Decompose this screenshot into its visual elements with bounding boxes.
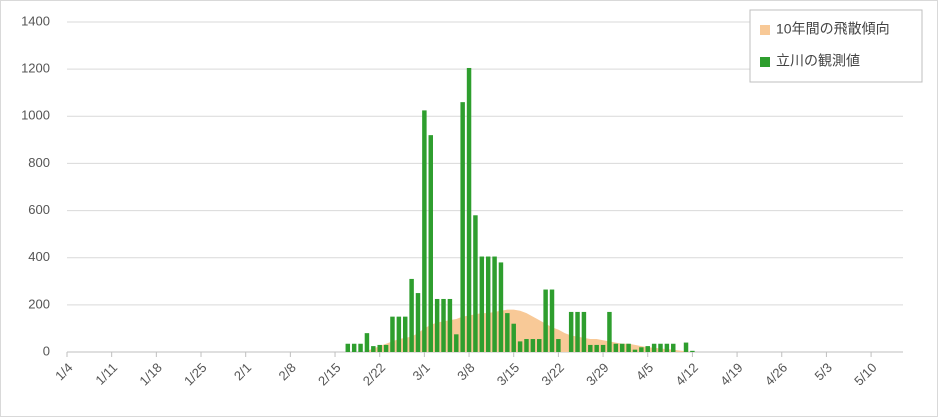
legend-label: 10年間の飛散傾向 — [776, 21, 890, 37]
bar — [639, 347, 644, 352]
bar — [409, 278, 414, 352]
y-tick-label: 200 — [28, 296, 50, 311]
bar — [377, 344, 382, 352]
bar — [364, 333, 370, 352]
bar — [588, 344, 593, 352]
legend-box — [749, 9, 923, 83]
bar — [607, 311, 612, 352]
bar — [383, 344, 389, 352]
bar — [466, 67, 472, 352]
bar — [645, 346, 650, 352]
y-tick-label: 1400 — [21, 13, 50, 28]
bar — [434, 298, 440, 352]
bar — [613, 343, 619, 352]
bar — [658, 343, 663, 352]
bar — [537, 339, 542, 352]
y-tick-label: 1000 — [21, 108, 50, 123]
bar — [358, 343, 363, 352]
legend-swatch — [760, 25, 770, 35]
bar — [415, 293, 421, 352]
bar — [454, 334, 459, 352]
bar — [626, 343, 631, 352]
y-tick-label: 600 — [28, 202, 50, 217]
bar — [473, 215, 478, 352]
bar — [524, 339, 529, 352]
bar — [441, 298, 446, 352]
bar — [492, 256, 497, 352]
bar — [568, 311, 574, 352]
bar — [671, 343, 676, 352]
y-tick-label: 0 — [43, 343, 50, 358]
y-tick-label: 800 — [28, 155, 50, 170]
bar — [447, 298, 453, 352]
bar — [651, 343, 657, 352]
bar — [632, 349, 638, 352]
bar — [664, 343, 670, 352]
bar — [396, 316, 402, 352]
bar — [351, 343, 357, 352]
bar — [428, 135, 433, 352]
bar — [390, 316, 395, 352]
bar — [530, 339, 536, 352]
bar — [600, 344, 606, 352]
bar — [479, 256, 485, 352]
bar — [345, 343, 351, 352]
bar — [619, 343, 625, 352]
bar — [575, 311, 580, 352]
bar — [594, 344, 599, 352]
bar — [498, 262, 504, 352]
bar — [549, 289, 555, 352]
y-tick-label: 400 — [28, 249, 50, 264]
bar — [556, 339, 561, 352]
bar — [505, 313, 510, 352]
bar — [581, 311, 587, 352]
bar — [690, 350, 695, 352]
y-tick-label: 1200 — [21, 61, 50, 76]
bar — [485, 256, 491, 352]
bar — [511, 323, 516, 352]
bar — [683, 342, 689, 352]
bar — [543, 289, 548, 352]
legend-label: 立川の観測値 — [776, 53, 860, 69]
legend-swatch — [760, 57, 770, 67]
bar — [460, 102, 465, 353]
bar — [517, 341, 523, 352]
bar — [422, 110, 427, 353]
bar — [371, 346, 376, 352]
bar — [402, 316, 408, 352]
